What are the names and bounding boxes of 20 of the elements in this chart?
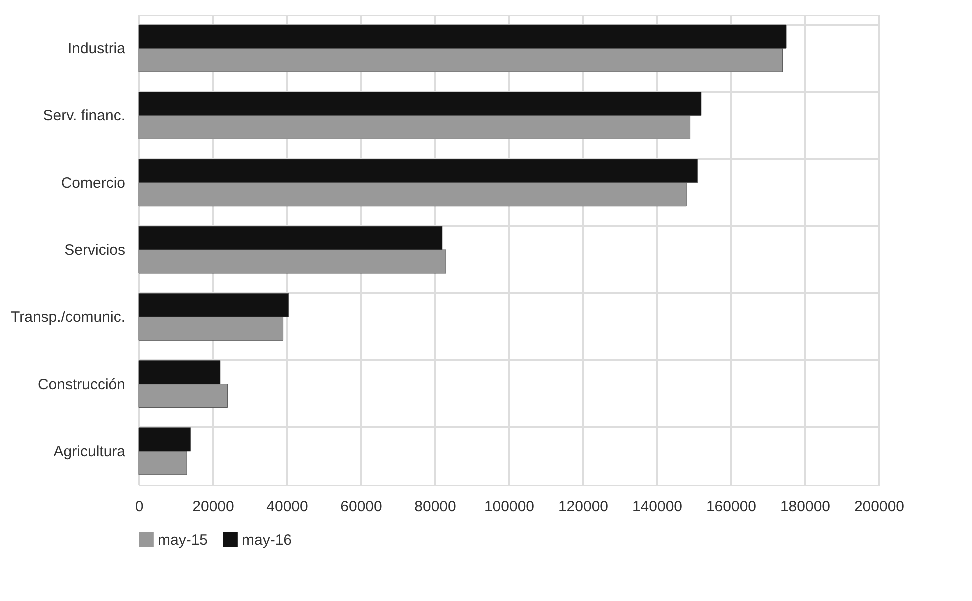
x-tick-label: 40000 xyxy=(266,498,308,516)
x-tick-label: 0 xyxy=(135,498,144,516)
y-tick-label: Transp./comunic. xyxy=(11,309,126,326)
x-tick-label: 200000 xyxy=(854,498,905,516)
y-tick-label: Agricultura xyxy=(54,443,126,460)
x-tick-label: 180000 xyxy=(780,498,831,516)
x-tick-label: 120000 xyxy=(558,498,609,516)
x-tick-label: 160000 xyxy=(706,498,757,516)
y-tick-label: Comercio xyxy=(61,174,126,192)
x-tick-label: 140000 xyxy=(632,498,683,516)
y-tick-label: Servicios xyxy=(64,242,126,259)
legend-label: may-16 xyxy=(242,532,292,549)
x-tick-label: 60000 xyxy=(340,498,382,516)
legend-label: may-15 xyxy=(158,532,208,549)
x-tick-label: 80000 xyxy=(414,498,456,516)
x-tick-label: 100000 xyxy=(484,498,535,516)
y-tick-label: Serv. financ. xyxy=(43,108,126,125)
x-tick-label: 20000 xyxy=(192,498,234,516)
y-tick-label: Industria xyxy=(68,40,126,58)
y-tick-label: Construcción xyxy=(38,376,126,394)
